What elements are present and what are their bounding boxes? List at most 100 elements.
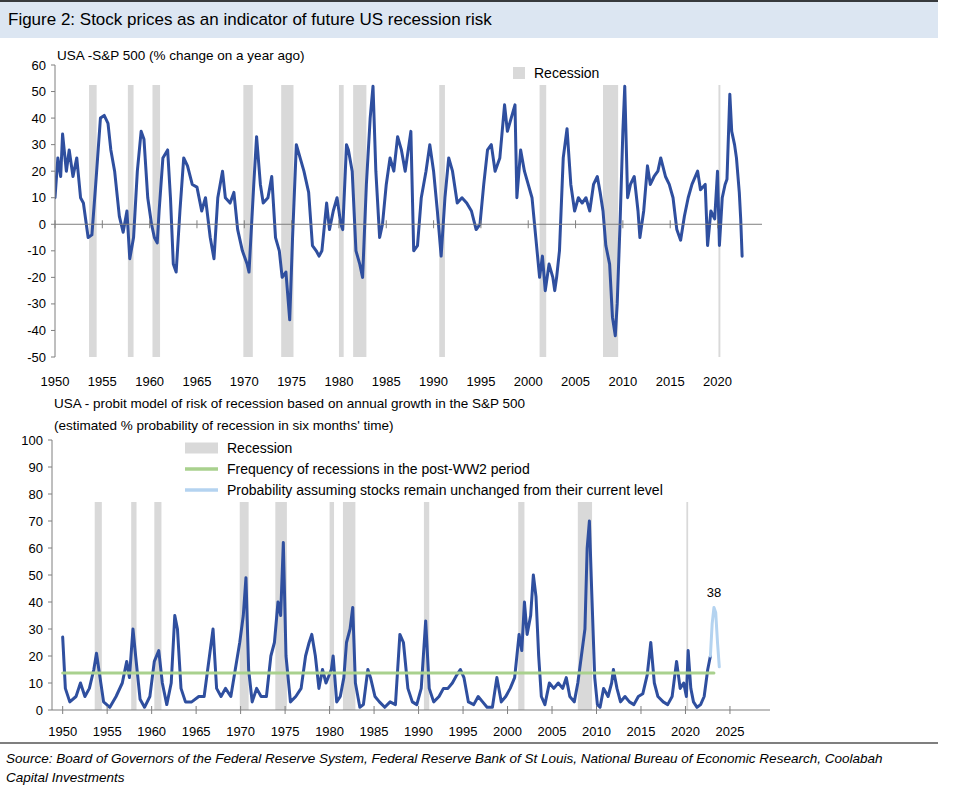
x-tick (107, 706, 108, 714)
y-tick (51, 171, 55, 172)
source-rule (0, 742, 938, 743)
header-band (0, 0, 938, 38)
y-tick-label: -50 (27, 350, 46, 365)
recession-band (540, 85, 547, 357)
x-tick (329, 706, 330, 714)
y-tick (51, 303, 55, 304)
legend-label: Frequency of recessions in the post-WW2 … (227, 461, 530, 477)
x-tick-label: 1985 (360, 724, 389, 739)
x-tick (729, 706, 730, 714)
x-tick-label: 2015 (627, 724, 656, 739)
x-tick-label: 1970 (230, 374, 259, 389)
x-tick-label: 2010 (582, 724, 611, 739)
x-tick-label: 2025 (716, 724, 745, 739)
y-tick (51, 224, 55, 225)
y-tick-label: 70 (29, 514, 43, 529)
chart: USA - probit model of risk of recession … (21, 396, 770, 739)
x-tick (528, 220, 529, 228)
y-tick (48, 548, 52, 549)
y-tick (51, 330, 55, 331)
series-line (55, 86, 742, 336)
legend-label: Recession (227, 440, 292, 456)
recession-band (330, 502, 334, 710)
y-tick (48, 521, 52, 522)
legend-label: Recession (534, 65, 599, 81)
y-tick (48, 440, 52, 441)
x-tick-label: 2000 (514, 374, 543, 389)
x-tick (55, 220, 56, 228)
y-tick (51, 277, 55, 278)
chart-title: USA -S&P 500 (% change on a year ago) (57, 48, 304, 63)
x-tick-label: 1980 (324, 374, 353, 389)
y-tick-label: 40 (32, 111, 46, 126)
y-tick (51, 250, 55, 251)
x-tick (196, 220, 197, 228)
y-tick-label: 10 (29, 676, 43, 691)
y-tick-label: 100 (21, 433, 43, 448)
y-tick-label: 40 (29, 595, 43, 610)
x-tick-label: 1990 (419, 374, 448, 389)
legend-label: Probability assuming stocks remain uncha… (227, 482, 663, 498)
y-tick-label: 20 (29, 649, 43, 664)
y-tick (48, 467, 52, 468)
source: Source: Board of Governors of the Federa… (6, 751, 882, 766)
chart-subtitle: (estimated % probability of recession in… (54, 418, 393, 433)
y-tick (51, 357, 55, 358)
header-rule (0, 0, 938, 2)
y-tick (48, 683, 52, 684)
legend-swatch (185, 443, 218, 454)
y-tick-label: 50 (32, 84, 46, 99)
x-tick-label: 1960 (135, 374, 164, 389)
y-tick-label: 30 (32, 137, 46, 152)
x-tick (240, 706, 241, 714)
x-tick-label: 1950 (48, 724, 77, 739)
x-tick-label: 1970 (226, 724, 255, 739)
plot-area (55, 85, 742, 357)
chart-title: USA - probit model of risk of recession … (54, 396, 525, 411)
x-tick-label: 1975 (271, 724, 300, 739)
x-tick (102, 220, 103, 228)
x-tick-label: 1975 (277, 374, 306, 389)
x-tick (418, 706, 419, 714)
x-tick (244, 220, 245, 228)
series-line (710, 607, 719, 666)
axes: 0102030405060708090100195019551960196519… (21, 433, 770, 740)
y-tick (51, 197, 55, 198)
x-tick (670, 220, 671, 228)
y-tick-label: -40 (27, 323, 46, 338)
y-tick-label: 10 (32, 190, 46, 205)
x-tick (291, 220, 292, 228)
legend: Recession (513, 65, 599, 81)
annotation: 38 (707, 585, 721, 600)
x-tick (62, 706, 63, 714)
legend: Recession Frequency of recessions in the … (185, 440, 663, 498)
x-tick (151, 706, 152, 714)
y-tick-label: -20 (27, 270, 46, 285)
y-tick (51, 65, 55, 66)
y-tick (51, 118, 55, 119)
y-tick-label: 30 (29, 622, 43, 637)
recession-band (281, 85, 293, 357)
y-tick-label: -10 (27, 243, 46, 258)
y-tick-label: 0 (39, 217, 46, 232)
y-tick-label: 90 (29, 460, 43, 475)
x-tick (717, 220, 718, 228)
x-tick (338, 220, 339, 228)
x-tick (622, 220, 623, 228)
figure-title: Figure 2: Stock prices as an indicator o… (8, 10, 492, 29)
x-tick-label: 1995 (449, 724, 478, 739)
x-tick-label: 1950 (41, 374, 70, 389)
series-line (63, 521, 711, 707)
x-tick (552, 706, 553, 714)
x-tick (596, 706, 597, 714)
x-tick (507, 706, 508, 714)
source: Capital Investments (6, 770, 125, 785)
y-tick-label: 60 (32, 58, 46, 73)
x-tick (685, 706, 686, 714)
x-axis (55, 224, 762, 225)
x-tick (433, 220, 434, 228)
x-tick (463, 706, 464, 714)
x-tick-label: 1960 (137, 724, 166, 739)
x-tick-label: 1985 (372, 374, 401, 389)
legend-swatch (513, 67, 525, 79)
